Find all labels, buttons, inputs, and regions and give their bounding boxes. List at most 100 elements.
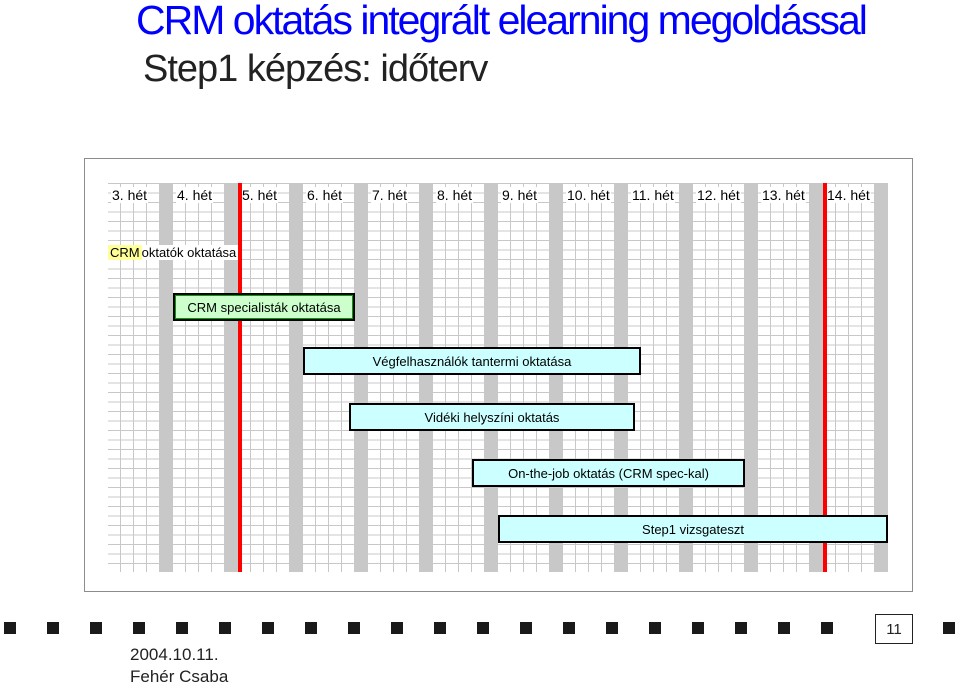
grid-column-day xyxy=(836,183,849,572)
grid-column-day xyxy=(303,183,316,572)
week-label: 13. hét xyxy=(761,187,806,203)
grid-column-day xyxy=(862,183,875,572)
gantt-task-bar: On-the-job oktatás (CRM spec-kal) xyxy=(472,459,745,487)
grid-column-day xyxy=(329,183,342,572)
grid-column-day xyxy=(342,183,355,572)
grid-column-day xyxy=(797,183,810,572)
gantt-task-crm-trainers: CRM oktatók oktatása xyxy=(108,241,239,263)
grid-column-day xyxy=(771,183,784,572)
task-label-highlight: CRM xyxy=(108,244,142,260)
grid-column-day xyxy=(446,183,459,572)
grid-column-weekend xyxy=(485,183,498,572)
grid-column-day xyxy=(589,183,602,572)
footer-square xyxy=(434,622,446,634)
grid-column-day xyxy=(667,183,680,572)
gantt-task-bar: Végfelhasználók tantermi oktatása xyxy=(303,347,641,375)
grid-column-day xyxy=(407,183,420,572)
footer-square xyxy=(305,622,317,634)
week-label: 11. hét xyxy=(631,187,675,203)
grid-column-day xyxy=(719,183,732,572)
grid-column-weekend xyxy=(745,183,758,572)
footer-square xyxy=(176,622,188,634)
footer-date: 2004.10.11. xyxy=(130,645,219,664)
grid-column-weekend xyxy=(615,183,628,572)
footer-square xyxy=(219,622,231,634)
week-label: 8. hét xyxy=(436,187,474,203)
grid-column-day xyxy=(186,183,199,572)
footer-square xyxy=(391,622,403,634)
grid-column-day xyxy=(563,183,576,572)
grid-column-day xyxy=(147,183,160,572)
grid-column-day xyxy=(264,183,277,572)
grid-column-weekend xyxy=(550,183,563,572)
grid-column-day xyxy=(212,183,225,572)
grid-column-day xyxy=(537,183,550,572)
grid-column-day xyxy=(433,183,446,572)
grid-column-day xyxy=(849,183,862,572)
grid-column-weekend xyxy=(290,183,303,572)
grid-column-weekend xyxy=(160,183,173,572)
grid-column-day xyxy=(108,183,121,572)
grid-column-day xyxy=(524,183,537,572)
footer-square xyxy=(477,622,489,634)
grid-column-day xyxy=(251,183,264,572)
grid-column-weekend xyxy=(355,183,368,572)
footer-square xyxy=(348,622,360,634)
grid-column-day xyxy=(732,183,745,572)
grid-column-day xyxy=(394,183,407,572)
grid-column-day xyxy=(316,183,329,572)
grid-column-day xyxy=(784,183,797,572)
grid-column-weekend xyxy=(810,183,823,572)
grid-column-weekend xyxy=(680,183,693,572)
grid-column-day xyxy=(121,183,134,572)
footer-square xyxy=(778,622,790,634)
slide-title: CRM oktatás integrált elearning megoldás… xyxy=(136,0,868,43)
milestone-line xyxy=(823,183,827,572)
week-label: 9. hét xyxy=(501,187,539,203)
gantt-chart: CRM oktatók oktatása 3. hét 4. hét 5. hét 6… xyxy=(108,183,889,572)
footer-square xyxy=(4,622,16,634)
slide-subtitle: Step1 képzés: időterv xyxy=(143,48,488,90)
footer-square xyxy=(520,622,532,634)
grid-column-day xyxy=(706,183,719,572)
grid-column-weekend xyxy=(875,183,888,572)
week-label: 4. hét xyxy=(176,187,214,203)
footer-square xyxy=(47,622,59,634)
gantt-task-bar: CRM specialisták oktatása xyxy=(173,293,355,321)
week-label: 12. hét xyxy=(696,187,741,203)
footer-square xyxy=(90,622,102,634)
week-label: 6. hét xyxy=(306,187,344,203)
grid-column-day xyxy=(134,183,147,572)
task-label-rest: oktatók oktatása xyxy=(141,244,239,260)
footer-square xyxy=(649,622,661,634)
week-label: 10. hét xyxy=(566,187,611,203)
grid-column-day xyxy=(602,183,615,572)
grid-column-day xyxy=(459,183,472,572)
grid-column-weekend xyxy=(420,183,433,572)
grid-column-day xyxy=(472,183,485,572)
footer-square xyxy=(735,622,747,634)
grid-column-day xyxy=(277,183,290,572)
grid-column-day xyxy=(654,183,667,572)
page-number: 11 xyxy=(875,614,913,644)
gantt-task-bar: Step1 vizsgateszt xyxy=(498,515,888,543)
footer-square xyxy=(262,622,274,634)
milestone-line xyxy=(238,183,242,572)
grid-column-day xyxy=(628,183,641,572)
grid-column-day xyxy=(576,183,589,572)
grid-column-day xyxy=(693,183,706,572)
grid-column-weekend xyxy=(225,183,238,572)
week-label: 14. hét xyxy=(826,187,871,203)
footer-square xyxy=(692,622,704,634)
footer-square xyxy=(563,622,575,634)
footer-square xyxy=(821,622,833,634)
week-label: 3. hét xyxy=(111,187,149,203)
footer-square xyxy=(133,622,145,634)
grid-column-day xyxy=(173,183,186,572)
grid-column-day xyxy=(199,183,212,572)
footer-square xyxy=(943,622,955,634)
grid-column-day xyxy=(511,183,524,572)
grid-column-day xyxy=(368,183,381,572)
footer-square xyxy=(606,622,618,634)
week-label: 5. hét xyxy=(241,187,279,203)
